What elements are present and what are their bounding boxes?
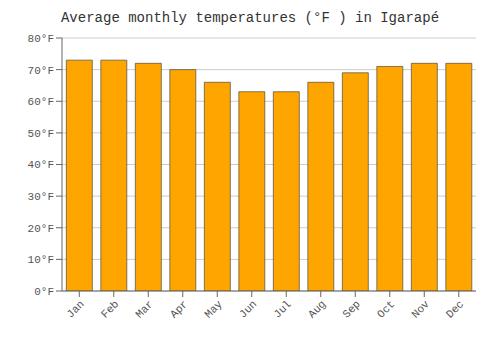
svg-text:Nov: Nov [409,298,432,321]
svg-text:10°F: 10°F [28,254,54,266]
svg-text:Sep: Sep [340,298,362,320]
svg-text:30°F: 30°F [28,191,54,203]
svg-text:40°F: 40°F [28,159,54,171]
svg-text:60°F: 60°F [28,96,54,108]
svg-text:Oct: Oct [375,298,397,320]
svg-text:Feb: Feb [99,298,121,320]
svg-text:Mar: Mar [133,298,155,320]
svg-text:Apr: Apr [168,298,190,320]
svg-text:Jun: Jun [237,298,259,320]
svg-text:70°F: 70°F [28,65,54,77]
svg-text:May: May [202,298,225,321]
svg-text:Jul: Jul [271,298,293,320]
svg-text:Aug: Aug [306,298,328,320]
svg-text:Jan: Jan [64,298,86,320]
html-text:Average monthly temperatures (: Average monthly temperatures (°F ) in Ig… [61,10,439,26]
svg-text:Dec: Dec [444,298,466,320]
svg-text:20°F: 20°F [28,223,54,235]
svg-text:50°F: 50°F [28,128,54,140]
svg-text:0°F: 0°F [34,286,54,298]
svg-text:80°F: 80°F [28,33,54,45]
